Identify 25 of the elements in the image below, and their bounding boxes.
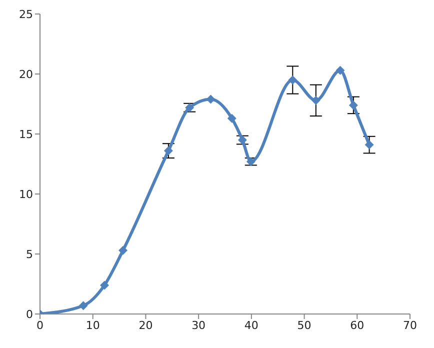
- point: [118, 246, 128, 255]
- x-tick-label: 50: [297, 318, 312, 332]
- x-tick-label: 60: [350, 318, 364, 332]
- point: [336, 66, 345, 75]
- y-tick-label: 5: [26, 248, 33, 261]
- point: [100, 280, 109, 290]
- x-tick-label: 40: [244, 318, 258, 332]
- x-tick-label: 30: [192, 318, 206, 332]
- x-tick-label: 20: [138, 318, 153, 332]
- point: [227, 114, 236, 123]
- y-tick-label: 0: [26, 308, 33, 321]
- point: [364, 140, 374, 150]
- point: [348, 100, 358, 110]
- x-tick-label: 0: [36, 318, 44, 332]
- point: [246, 157, 256, 166]
- y-tick-label: 20: [19, 68, 33, 81]
- point: [311, 96, 320, 105]
- point: [288, 76, 298, 84]
- y-tick-label: 25: [19, 8, 33, 21]
- point: [164, 146, 173, 156]
- x-tick-label: 70: [403, 318, 417, 332]
- point: [78, 301, 88, 310]
- y-tick-label: 15: [19, 128, 33, 141]
- x-tick-label: 10: [86, 318, 100, 332]
- y-tick-label: 10: [19, 188, 33, 201]
